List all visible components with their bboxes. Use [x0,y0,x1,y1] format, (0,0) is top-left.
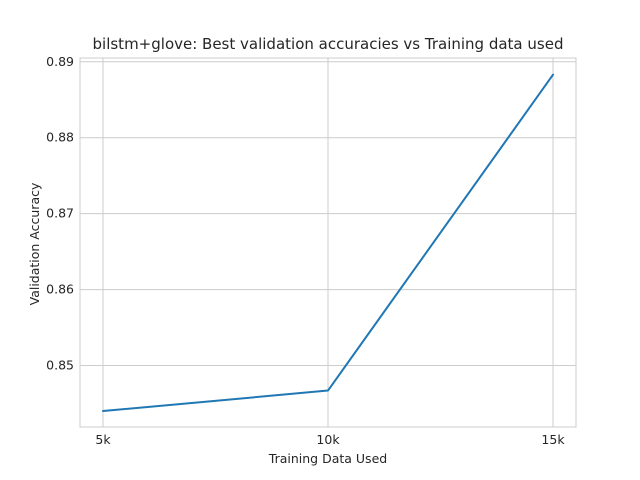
x-tick-label-5k: 5k [95,432,111,447]
x-axis-label: Training Data Used [268,451,387,466]
x-tick-label-15k: 15k [541,432,565,447]
series-layer [102,73,554,413]
y-tick-label-0.89: 0.89 [46,54,74,69]
y-axis-label: Validation Accuracy [27,182,42,305]
grid-layer [80,58,576,427]
y-tick-label-0.87: 0.87 [46,206,74,221]
x-tick-label-10k: 10k [316,432,340,447]
chart-title: bilstm+glove: Best validation accuracies… [93,35,564,53]
plot-area-frame [79,57,577,428]
y-tick-label-0.85: 0.85 [46,358,74,373]
y-tick-label-0.88: 0.88 [46,130,74,145]
y-tick-label-0.86: 0.86 [46,282,74,297]
x-tick-labels: 5k 10k 15k [95,432,565,447]
y-tick-labels: 0.85 0.86 0.87 0.88 0.89 [46,54,74,373]
